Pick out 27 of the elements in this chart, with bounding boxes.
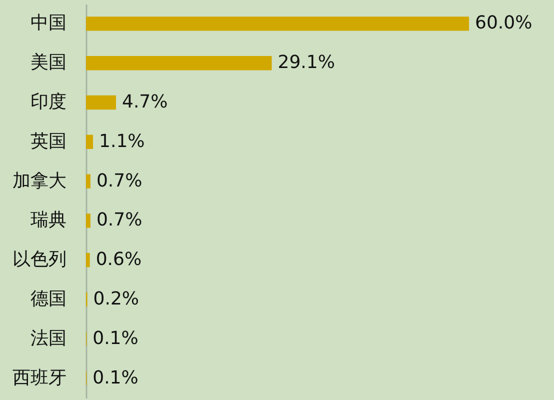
data-label: 0.7%: [96, 170, 142, 192]
y-tick-label: 法国: [30, 328, 66, 349]
data-label: 0.6%: [96, 249, 142, 270]
bar: [86, 95, 116, 110]
y-tick-label: 中国: [30, 12, 66, 34]
y-tick-label: 美国: [30, 52, 66, 74]
y-tick-label: 印度: [30, 92, 66, 112]
data-label: 0.1%: [92, 367, 138, 388]
data-label: 0.2%: [93, 288, 140, 310]
bar: [86, 253, 90, 268]
y-tick-label: 加拿大: [12, 170, 66, 192]
data-label: 4.7%: [122, 92, 168, 112]
data-label: 0.7%: [96, 210, 142, 231]
y-tick-label: 瑞典: [30, 210, 66, 231]
data-label: 1.1%: [99, 130, 145, 152]
bar: [86, 134, 94, 149]
bar: [86, 16, 469, 31]
y-tick-label: 英国: [30, 130, 66, 152]
y-tick-label: 西班牙: [12, 367, 66, 388]
data-label: 0.1%: [92, 328, 138, 349]
data-label: 60.0%: [475, 12, 532, 34]
bar: [86, 56, 272, 70]
y-tick-label: 德国: [30, 288, 66, 310]
y-tick-label: 以色列: [12, 249, 66, 270]
bar: [86, 174, 90, 188]
bar: [86, 214, 90, 228]
data-label: 29.1%: [278, 52, 335, 74]
